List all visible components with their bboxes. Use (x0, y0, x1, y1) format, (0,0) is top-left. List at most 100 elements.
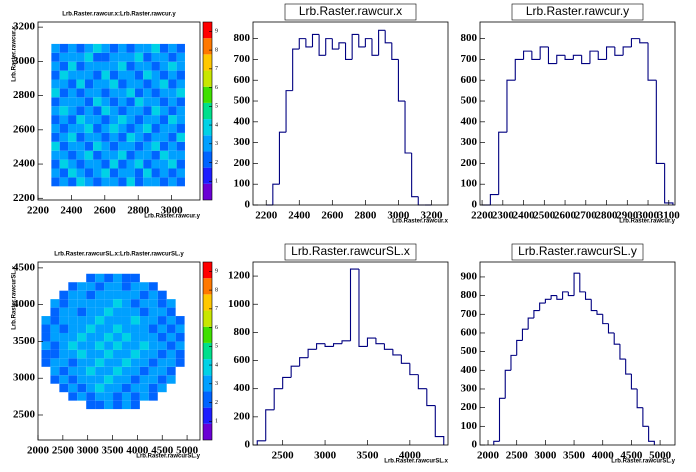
cell (68, 52, 77, 62)
z-tick-label: 4 (215, 362, 218, 368)
cell (134, 177, 144, 187)
histogram-bin (614, 46, 624, 56)
cell (84, 115, 94, 125)
cell (50, 332, 60, 342)
cell (134, 132, 144, 142)
x-tick-label: 2200 (255, 210, 278, 222)
cell (68, 61, 77, 71)
cell (41, 349, 51, 359)
cell (50, 349, 60, 359)
cell (95, 273, 105, 283)
histogram-bin (351, 33, 359, 60)
cell (51, 106, 60, 116)
cell (126, 132, 135, 142)
cell (77, 332, 87, 342)
cell (76, 79, 85, 89)
cell (95, 358, 105, 367)
x-tick-label: 2800 (596, 210, 619, 222)
y-tick-label: 1000 (228, 298, 251, 310)
cell (168, 115, 177, 125)
cell (113, 316, 122, 325)
cell (68, 383, 78, 393)
y-tick-label: 1200 (228, 270, 251, 282)
cell (104, 366, 114, 376)
cell (59, 132, 69, 142)
histogram-bin (378, 29, 386, 56)
histogram-bin (400, 354, 410, 364)
plot-frame (37, 261, 201, 441)
y-axis-title: Lrb.Raster.rawcur.x (12, 25, 18, 81)
histogram-bin (602, 314, 609, 325)
histogram-bin (584, 291, 592, 300)
cell (101, 79, 110, 89)
cell (93, 88, 102, 98)
cell (109, 150, 119, 160)
y-tick-label: 400 (234, 115, 251, 127)
cell (121, 282, 131, 291)
histogram-bin (316, 343, 326, 350)
cell (86, 375, 96, 384)
cell (68, 159, 77, 169)
cell (51, 97, 60, 107)
cell (121, 349, 131, 359)
cell (86, 358, 96, 367)
cell (176, 132, 185, 142)
z-tick-label: 6 (215, 325, 218, 331)
histogram-bin (544, 298, 552, 304)
cell (118, 168, 127, 178)
cell (118, 106, 127, 116)
cell (168, 79, 177, 89)
cell (168, 124, 177, 133)
cell (51, 88, 60, 98)
cell (130, 307, 140, 317)
cell (151, 61, 160, 71)
cell (175, 349, 185, 359)
cell (93, 150, 102, 160)
cell (151, 52, 160, 62)
x-tick-label: 2300 (492, 210, 515, 222)
cell (121, 366, 131, 376)
cell (95, 307, 105, 317)
cell (86, 349, 96, 359)
cell (166, 307, 176, 317)
histogram-bin (358, 269, 368, 348)
cell (159, 150, 169, 160)
cell (101, 115, 110, 125)
cell (93, 70, 102, 80)
cell (126, 106, 135, 116)
cell (84, 141, 94, 151)
histogram-bin (272, 183, 280, 205)
palette-swatch (203, 342, 212, 360)
cell (121, 392, 131, 401)
cell (113, 383, 122, 393)
cell (113, 392, 122, 401)
histogram-bin (426, 388, 436, 407)
cell (51, 115, 60, 125)
histogram-bin (579, 273, 586, 293)
cell (143, 43, 152, 53)
cell (118, 61, 127, 71)
histogram-bin (411, 153, 419, 198)
x-tick-label: 2400 (513, 210, 536, 222)
cell (139, 392, 149, 401)
cell (176, 124, 185, 133)
cell (59, 150, 69, 160)
cell (151, 88, 160, 98)
cell (51, 52, 60, 62)
cell (159, 141, 169, 151)
cell (143, 97, 152, 107)
cell (68, 324, 78, 333)
y-tick-label: 100 (461, 420, 478, 432)
cell (159, 70, 169, 80)
y-tick-label: 0 (245, 199, 251, 211)
histogram-bin (547, 46, 557, 65)
cell (59, 177, 69, 187)
cell (68, 97, 77, 107)
cell (109, 132, 119, 142)
cell (166, 332, 176, 342)
cell (84, 88, 94, 98)
cell (59, 97, 69, 107)
histogram-bin (278, 131, 287, 185)
histogram-bin (409, 363, 419, 376)
